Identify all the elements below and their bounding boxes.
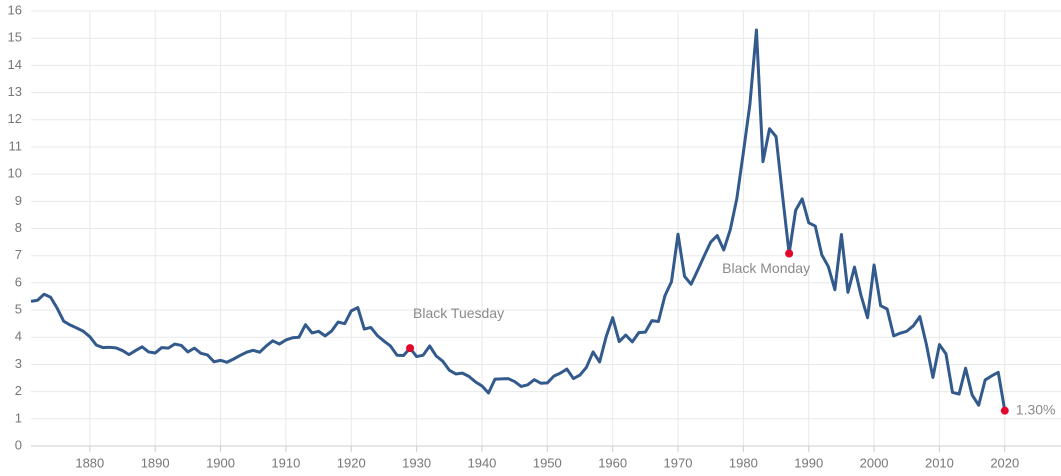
annotation-marker (1000, 406, 1009, 415)
y-tick-label: 8 (15, 220, 22, 235)
y-tick-label: 11 (9, 138, 23, 153)
x-tick-label: 1970 (664, 455, 693, 470)
x-tick-label: 1880 (75, 455, 104, 470)
y-tick-label: 4 (15, 329, 22, 344)
annotation-label: Black Monday (722, 260, 810, 276)
x-tick-label: 1890 (141, 455, 170, 470)
x-tick-label: 1990 (794, 455, 823, 470)
y-tick-label: 12 (8, 111, 22, 126)
y-tick-label: 3 (15, 356, 22, 371)
annotation-label: 1.30% (1016, 401, 1056, 417)
x-tick-label: 2020 (990, 455, 1019, 470)
x-tick-label: 2000 (860, 455, 889, 470)
x-tick-label: 1900 (206, 455, 235, 470)
y-tick-label: 6 (15, 274, 22, 289)
annotation-marker (406, 344, 415, 353)
x-tick-label: 1960 (598, 455, 627, 470)
x-tick-label: 1940 (467, 455, 496, 470)
x-tick-label: 1920 (337, 455, 366, 470)
y-tick-label: 13 (8, 84, 22, 99)
annotation-marker (785, 249, 794, 258)
line-series (30, 28, 1007, 411)
x-tick-label: 1910 (271, 455, 300, 470)
y-tick-label: 5 (15, 302, 22, 317)
annotation-label: Black Tuesday (413, 305, 504, 321)
x-tick-label: 1980 (729, 455, 758, 470)
x-tick-label: 1950 (533, 455, 562, 470)
y-tick-label: 10 (8, 166, 22, 181)
y-tick-label: 15 (8, 30, 22, 45)
y-tick-label: 1 (15, 410, 22, 425)
x-tick-label: 2010 (925, 455, 954, 470)
x-tick-label: 1930 (402, 455, 431, 470)
y-tick-label: 0 (15, 437, 22, 452)
y-tick-label: 2 (15, 383, 22, 398)
y-tick-label: 7 (15, 247, 22, 262)
y-tick-label: 16 (8, 2, 22, 17)
y-tick-label: 9 (15, 193, 22, 208)
y-tick-label: 14 (8, 57, 22, 72)
